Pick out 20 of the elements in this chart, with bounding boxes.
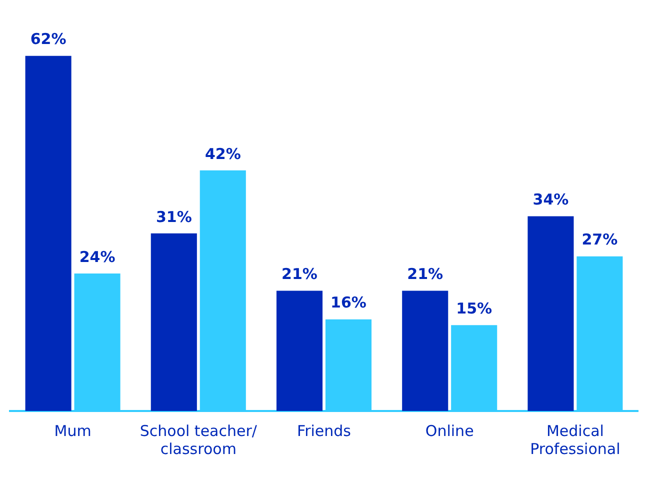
x-tick-label: Friends: [297, 422, 352, 440]
bar: [528, 216, 574, 411]
data-label: 21%: [407, 265, 444, 284]
bar: [402, 290, 448, 411]
bar: [150, 233, 197, 411]
data-label: 24%: [79, 248, 116, 266]
data-label: 16%: [330, 294, 366, 312]
x-tick-label: School teacher/ classroom: [140, 422, 258, 458]
data-label: 15%: [456, 299, 492, 318]
bar: [25, 56, 72, 411]
data-label: 62%: [30, 30, 66, 48]
data-label: 31%: [156, 208, 192, 226]
x-tick-label: Mum: [54, 422, 92, 440]
data-label: 21%: [282, 265, 318, 284]
data-label: 34%: [532, 190, 569, 209]
bar: [276, 290, 323, 411]
x-tick-label: Online: [425, 422, 474, 440]
data-label: 27%: [582, 230, 618, 249]
data-label: 42%: [204, 144, 241, 163]
x-tick-label: Medical Professional: [530, 422, 620, 458]
